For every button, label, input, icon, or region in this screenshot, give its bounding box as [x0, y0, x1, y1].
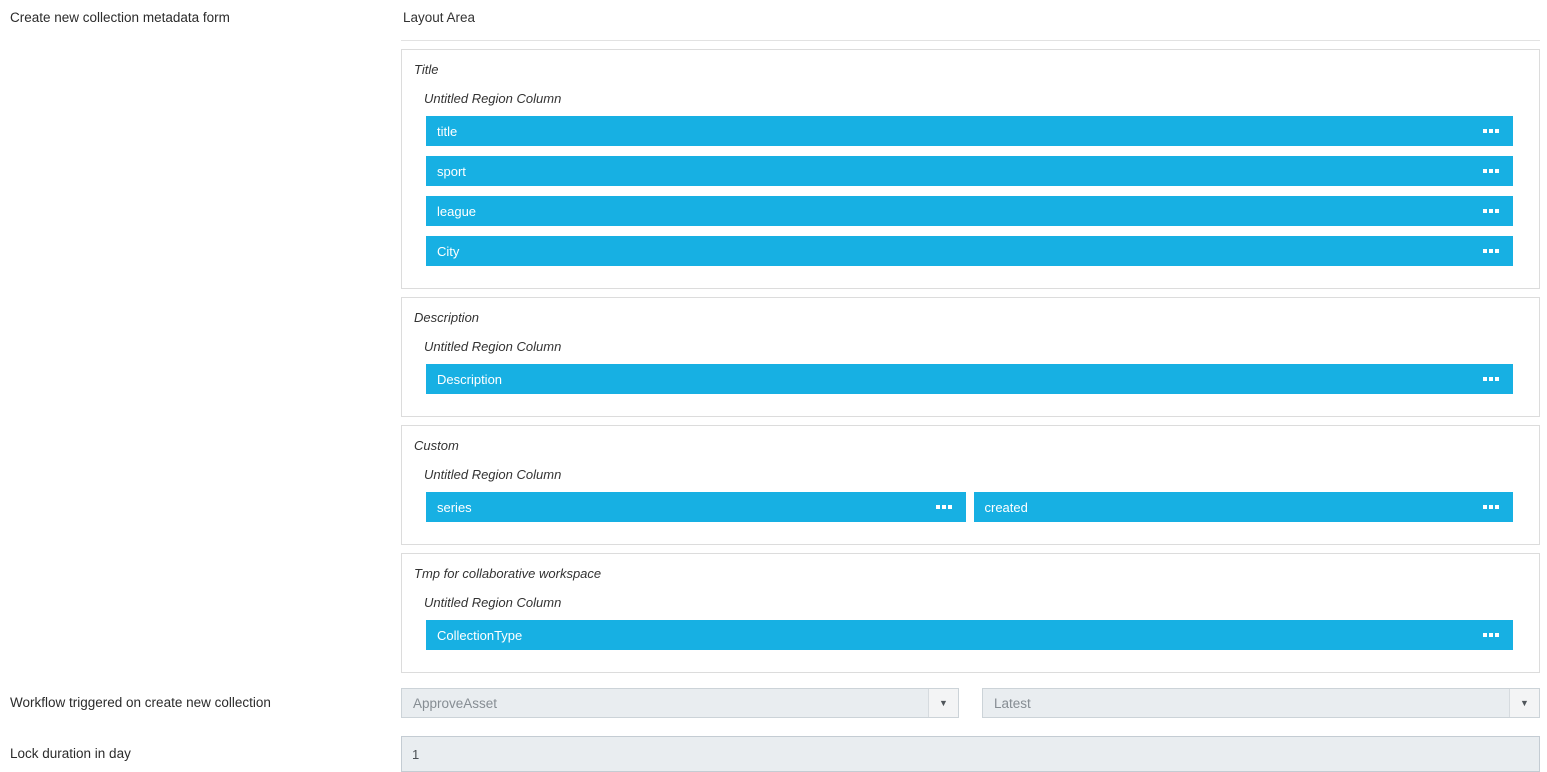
region-column-label: Untitled Region Column: [424, 91, 562, 106]
chevron-down-icon[interactable]: ▼: [928, 689, 958, 717]
drag-handle-icon[interactable]: [1483, 129, 1499, 133]
lock-duration-field: [401, 736, 1540, 772]
field-bar-label: Description: [437, 371, 503, 387]
lock-duration-label: Lock duration in day: [10, 746, 131, 761]
field-bar-label: CollectionType: [437, 627, 523, 643]
section-title: Title: [414, 62, 439, 77]
drag-handle-icon[interactable]: [1483, 377, 1499, 381]
section-title: Tmp for collaborative workspace: [414, 566, 602, 581]
fields-row: title sport league City: [426, 116, 1513, 266]
workflow-version-select[interactable]: Latest ▼: [982, 688, 1540, 718]
lock-duration-label-col: Lock duration in day: [0, 736, 401, 772]
layout-area: Layout Area Title Untitled Region Column t…: [401, 0, 1540, 673]
field-bar[interactable]: CollectionType: [426, 620, 1513, 650]
field-bar-label: series: [437, 499, 472, 515]
workflow-row: Workflow triggered on create new collect…: [0, 688, 1547, 718]
metadata-form-row: Create new collection metadata form Layo…: [0, 0, 1540, 673]
field-bar[interactable]: City: [426, 236, 1513, 266]
lock-duration-input[interactable]: [401, 736, 1540, 772]
layout-section: Custom Untitled Region Column series create…: [401, 425, 1540, 545]
section-title: Custom: [414, 438, 459, 453]
drag-handle-icon[interactable]: [1483, 209, 1499, 213]
layout-section: Title Untitled Region Column title sport lea…: [401, 49, 1540, 289]
layout-section: Description Untitled Region Column Descrip…: [401, 297, 1540, 417]
region-column-label: Untitled Region Column: [424, 467, 562, 482]
field-bar[interactable]: created: [973, 492, 1513, 522]
field-bar-label: created: [984, 499, 1028, 515]
drag-handle-icon[interactable]: [1483, 169, 1499, 173]
field-bar[interactable]: series: [426, 492, 966, 522]
field-bar-label: title: [437, 123, 458, 139]
drag-handle-icon[interactable]: [1483, 249, 1499, 253]
workflow-label-col: Workflow triggered on create new collect…: [0, 688, 401, 718]
region-column-label: Untitled Region Column: [424, 595, 562, 610]
layout-area-separator: [401, 40, 1540, 41]
field-bar[interactable]: title: [426, 116, 1513, 146]
workflow-select-value: ApproveAsset: [413, 695, 498, 711]
fields-row: Description: [426, 364, 1513, 394]
metadata-form-label-col: Create new collection metadata form: [0, 0, 401, 673]
workflow-select[interactable]: ApproveAsset ▼: [401, 688, 959, 718]
lock-duration-row: Lock duration in day: [0, 736, 1547, 772]
workflow-label: Workflow triggered on create new collect…: [10, 695, 271, 710]
drag-handle-icon[interactable]: [935, 505, 952, 509]
layout-area-heading: Layout Area: [403, 10, 476, 25]
fields-row: CollectionType: [426, 620, 1513, 650]
field-bar[interactable]: sport: [426, 156, 1513, 186]
field-bar-label: league: [437, 203, 477, 219]
drag-handle-icon[interactable]: [1483, 505, 1499, 509]
section-title: Description: [414, 310, 480, 325]
field-bar[interactable]: league: [426, 196, 1513, 226]
metadata-form-label: Create new collection metadata form: [10, 10, 230, 25]
layout-section: Tmp for collaborative workspace Untitled …: [401, 553, 1540, 673]
field-bar-label: sport: [437, 163, 466, 179]
field-bar-label: City: [437, 243, 460, 259]
layout-sections: Title Untitled Region Column title sport lea…: [401, 49, 1540, 673]
region-column-label: Untitled Region Column: [424, 339, 562, 354]
drag-handle-icon[interactable]: [1483, 633, 1499, 637]
field-bar[interactable]: Description: [426, 364, 1513, 394]
chevron-down-icon[interactable]: ▼: [1509, 689, 1539, 717]
workflow-version-select-value: Latest: [994, 695, 1031, 711]
fields-row: series created: [426, 492, 1513, 522]
workflow-selects: ApproveAsset ▼ Latest ▼: [401, 688, 1540, 718]
